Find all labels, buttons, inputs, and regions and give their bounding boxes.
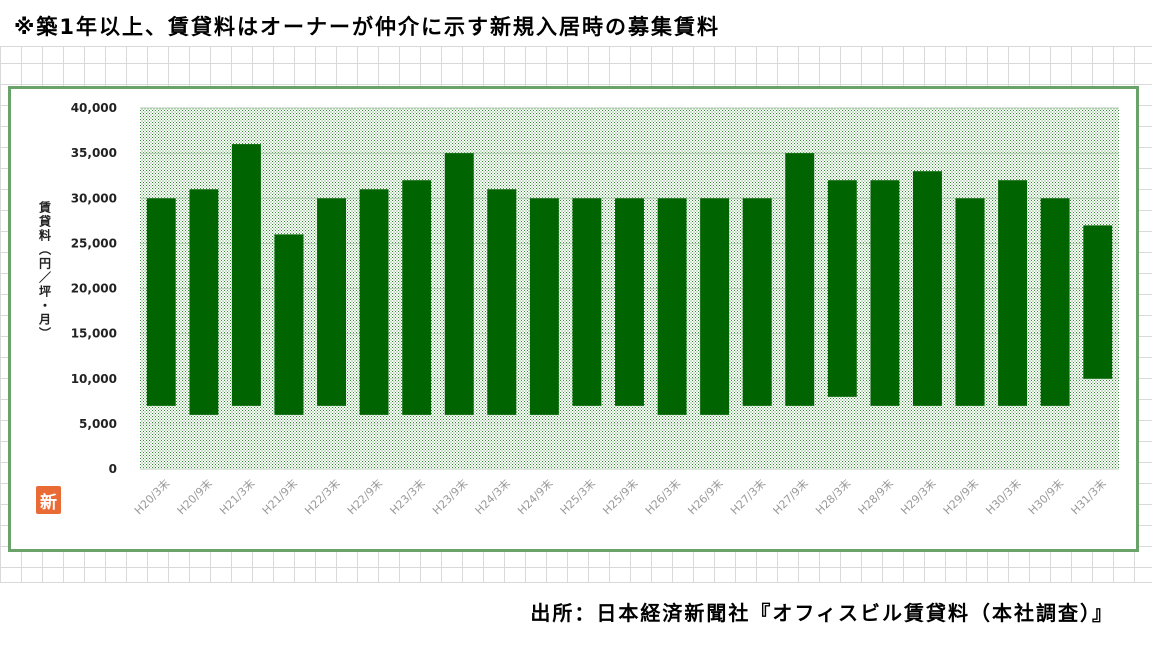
bar bbox=[955, 198, 985, 406]
bar bbox=[274, 234, 304, 415]
x-tick-label: H25/3末 bbox=[557, 476, 598, 517]
y-tick-label: 10,000 bbox=[71, 372, 117, 386]
bars bbox=[146, 144, 1113, 415]
bar bbox=[402, 180, 432, 415]
x-tick-label: H25/9末 bbox=[600, 476, 641, 517]
y-axis: 0 5,000 10,000 15,000 20,000 25,000 30,000 35,0… bbox=[71, 101, 117, 476]
bar bbox=[146, 198, 176, 406]
chart-note: ※築1年以上、賃貸料はオーナーが仲介に示す新規入居時の募集賃料 bbox=[14, 15, 721, 39]
y-tick-label: 0 bbox=[109, 462, 117, 476]
y-tick-label: 15,000 bbox=[71, 327, 117, 341]
x-tick-label: H21/9末 bbox=[259, 476, 300, 517]
bar bbox=[785, 153, 815, 406]
bar bbox=[359, 189, 389, 415]
bar bbox=[189, 189, 219, 415]
y-tick-label: 5,000 bbox=[79, 417, 117, 431]
chart-svg: 0 5,000 10,000 15,000 20,000 25,000 30,000 35,0… bbox=[71, 101, 1119, 517]
bar bbox=[231, 144, 261, 406]
y-tick-label: 25,000 bbox=[71, 236, 117, 250]
bar bbox=[912, 171, 942, 406]
y-tick-label: 30,000 bbox=[71, 191, 117, 205]
bar bbox=[615, 198, 644, 406]
x-tick-label: H26/9末 bbox=[685, 476, 726, 517]
bar bbox=[487, 189, 517, 415]
bar bbox=[317, 198, 347, 406]
bar bbox=[870, 180, 900, 406]
bar bbox=[827, 180, 857, 397]
chart-frame: 0 5,000 10,000 15,000 20,000 25,000 30,000 35,0… bbox=[8, 86, 1139, 552]
bar bbox=[998, 180, 1028, 406]
x-tick-label: H31/3末 bbox=[1068, 476, 1109, 517]
x-tick-label: H27/9末 bbox=[770, 476, 811, 517]
x-tick-label: H21/3末 bbox=[217, 476, 258, 517]
y-tick-label: 40,000 bbox=[71, 101, 117, 115]
x-tick-label: H23/3末 bbox=[387, 476, 428, 517]
x-tick-label: H20/3末 bbox=[131, 476, 172, 517]
bar bbox=[1040, 198, 1070, 406]
bar bbox=[444, 153, 474, 415]
bar bbox=[657, 198, 687, 415]
x-tick-label: H30/9末 bbox=[1025, 476, 1066, 517]
footer-band bbox=[0, 582, 1152, 649]
x-tick-label: H22/3末 bbox=[302, 476, 343, 517]
source-credit: 出所：日本経済新聞社『オフィスビル賃貸料（本社調査）』 bbox=[530, 601, 1114, 625]
y-axis-title-wrap: 賃貸料（円／坪・月） bbox=[33, 201, 57, 371]
x-tick-label: H27/3末 bbox=[727, 476, 768, 517]
x-tick-label: H23/9末 bbox=[429, 476, 470, 517]
x-tick-label: H22/9末 bbox=[344, 476, 385, 517]
x-tick-label: H28/3末 bbox=[812, 476, 853, 517]
x-tick-label: H28/9末 bbox=[855, 476, 896, 517]
x-tick-label: H20/9末 bbox=[174, 476, 215, 517]
x-axis: H20/3末 H20/9末 H21/3末 H21/9末 H22/3末 H22/9末 H23/… bbox=[131, 476, 1108, 517]
bar bbox=[742, 198, 772, 406]
x-tick-label: H24/9末 bbox=[514, 476, 555, 517]
y-tick-label: 35,000 bbox=[71, 146, 117, 160]
bar bbox=[529, 198, 559, 415]
header-band bbox=[0, 0, 1152, 47]
bar bbox=[572, 198, 602, 406]
bar bbox=[700, 198, 730, 415]
y-axis-title: 賃貸料（円／坪・月） bbox=[37, 201, 52, 341]
y-tick-label: 20,000 bbox=[71, 282, 117, 296]
x-tick-label: H30/3末 bbox=[983, 476, 1024, 517]
x-tick-label: H24/3末 bbox=[472, 476, 513, 517]
x-tick-label: H26/3末 bbox=[642, 476, 683, 517]
nikkei-shin-logo: 新 bbox=[36, 486, 61, 514]
x-tick-label: H29/9末 bbox=[940, 476, 981, 517]
x-tick-label: H29/3末 bbox=[898, 476, 939, 517]
bar bbox=[1083, 225, 1113, 379]
